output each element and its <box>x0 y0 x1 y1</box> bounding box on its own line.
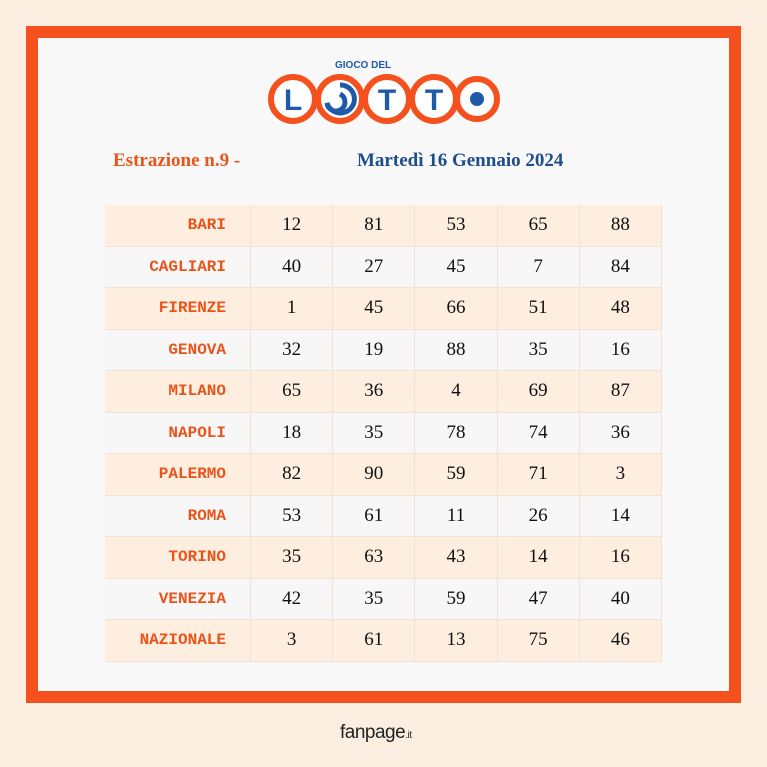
drawn-number: 40 <box>251 246 334 288</box>
logo-letter: L <box>284 84 302 117</box>
drawn-number: 82 <box>251 454 334 496</box>
drawn-number: 42 <box>251 578 334 620</box>
drawn-number: 46 <box>579 620 662 662</box>
table-row: MILANO 65 36 4 69 87 <box>105 371 662 413</box>
drawn-number: 3 <box>251 620 334 662</box>
drawn-number: 4 <box>415 371 498 413</box>
drawn-number: 45 <box>415 246 498 288</box>
table-row: NAZIONALE 3 61 13 75 46 <box>105 620 662 662</box>
drawn-number: 32 <box>251 329 334 371</box>
drawn-number: 53 <box>251 495 334 537</box>
brand: fanpage <box>340 722 406 743</box>
table-row: CAGLIARI 40 27 45 7 84 <box>105 246 662 288</box>
drawn-number: 45 <box>333 288 416 330</box>
drawn-number: 26 <box>497 495 580 537</box>
city-name: BARI <box>105 205 251 247</box>
drawn-number: 43 <box>415 537 498 579</box>
drawn-number: 27 <box>333 246 416 288</box>
drawn-number: 65 <box>251 371 334 413</box>
city-name: FIRENZE <box>105 288 251 330</box>
drawn-number: 18 <box>251 412 334 454</box>
drawn-number: 59 <box>415 578 498 620</box>
drawn-number: 66 <box>415 288 498 330</box>
drawn-number: 14 <box>579 495 662 537</box>
drawn-number: 11 <box>415 495 498 537</box>
table-row: FIRENZE 1 45 66 51 48 <box>105 288 662 330</box>
logo-swirl <box>324 82 357 116</box>
logo-dot <box>470 92 484 106</box>
drawn-number: 61 <box>333 620 416 662</box>
city-name: ROMA <box>105 495 251 537</box>
drawn-number: 81 <box>333 205 416 247</box>
drawn-number: 88 <box>415 329 498 371</box>
table-row: PALERMO 82 90 59 71 3 <box>105 454 662 496</box>
logo: GIOCO DEL L T T <box>268 60 500 124</box>
drawn-number: 40 <box>579 578 662 620</box>
drawn-number: 36 <box>333 371 416 413</box>
city-name: MILANO <box>105 371 251 413</box>
drawn-number: 48 <box>579 288 662 330</box>
drawn-number: 90 <box>333 454 416 496</box>
drawn-number: 88 <box>579 205 662 247</box>
table-row: GENOVA 32 19 88 35 16 <box>105 329 662 371</box>
brand-suffix: .it <box>405 730 412 741</box>
city-name: CAGLIARI <box>105 246 251 288</box>
table-row: VENEZIA 42 35 59 47 40 <box>105 578 662 620</box>
drawn-number: 84 <box>579 246 662 288</box>
drawn-number: 36 <box>579 412 662 454</box>
drawn-number: 35 <box>251 537 334 579</box>
drawn-number: 63 <box>333 537 416 579</box>
drawn-number: 78 <box>415 412 498 454</box>
drawn-number: 13 <box>415 620 498 662</box>
drawn-number: 35 <box>333 412 416 454</box>
results-table: BARI 12 81 53 65 88 CAGLIARI 40 27 45 7 84 FIRENZE 1 4… <box>105 205 662 662</box>
drawn-number: 71 <box>497 454 580 496</box>
drawn-number: 59 <box>415 454 498 496</box>
city-name: GENOVA <box>105 329 251 371</box>
drawn-number: 65 <box>497 205 580 247</box>
drawn-number: 16 <box>579 329 662 371</box>
footer-brand: fanpage.it <box>340 722 412 744</box>
logo-subtitle: GIOCO DEL <box>335 60 391 71</box>
drawn-number: 12 <box>251 205 334 247</box>
city-name: VENEZIA <box>105 578 251 620</box>
table-row: ROMA 53 61 11 26 14 <box>105 495 662 537</box>
table-row: NAPOLI 18 35 78 74 36 <box>105 412 662 454</box>
drawn-number: 16 <box>579 537 662 579</box>
table-row: BARI 12 81 53 65 88 <box>105 205 662 247</box>
drawn-number: 1 <box>251 288 334 330</box>
city-name: NAZIONALE <box>105 620 251 662</box>
logo-letter: T <box>378 84 396 117</box>
drawn-number: 19 <box>333 329 416 371</box>
drawn-number: 87 <box>579 371 662 413</box>
drawn-number: 14 <box>497 537 580 579</box>
drawn-number: 3 <box>579 454 662 496</box>
city-name: TORINO <box>105 537 251 579</box>
drawn-number: 74 <box>497 412 580 454</box>
drawn-number: 7 <box>497 246 580 288</box>
drawn-number: 61 <box>333 495 416 537</box>
draw-date: Martedì 16 Gennaio 2024 <box>357 150 564 171</box>
drawn-number: 35 <box>497 329 580 371</box>
city-name: NAPOLI <box>105 412 251 454</box>
drawn-number: 75 <box>497 620 580 662</box>
city-name: PALERMO <box>105 454 251 496</box>
drawn-number: 53 <box>415 205 498 247</box>
drawn-number: 47 <box>497 578 580 620</box>
logo-letter: T <box>425 84 443 117</box>
drawn-number: 35 <box>333 578 416 620</box>
drawn-number: 51 <box>497 288 580 330</box>
draw-number: Estrazione n.9 - <box>113 150 241 171</box>
table-row: TORINO 35 63 43 14 16 <box>105 537 662 579</box>
drawn-number: 69 <box>497 371 580 413</box>
